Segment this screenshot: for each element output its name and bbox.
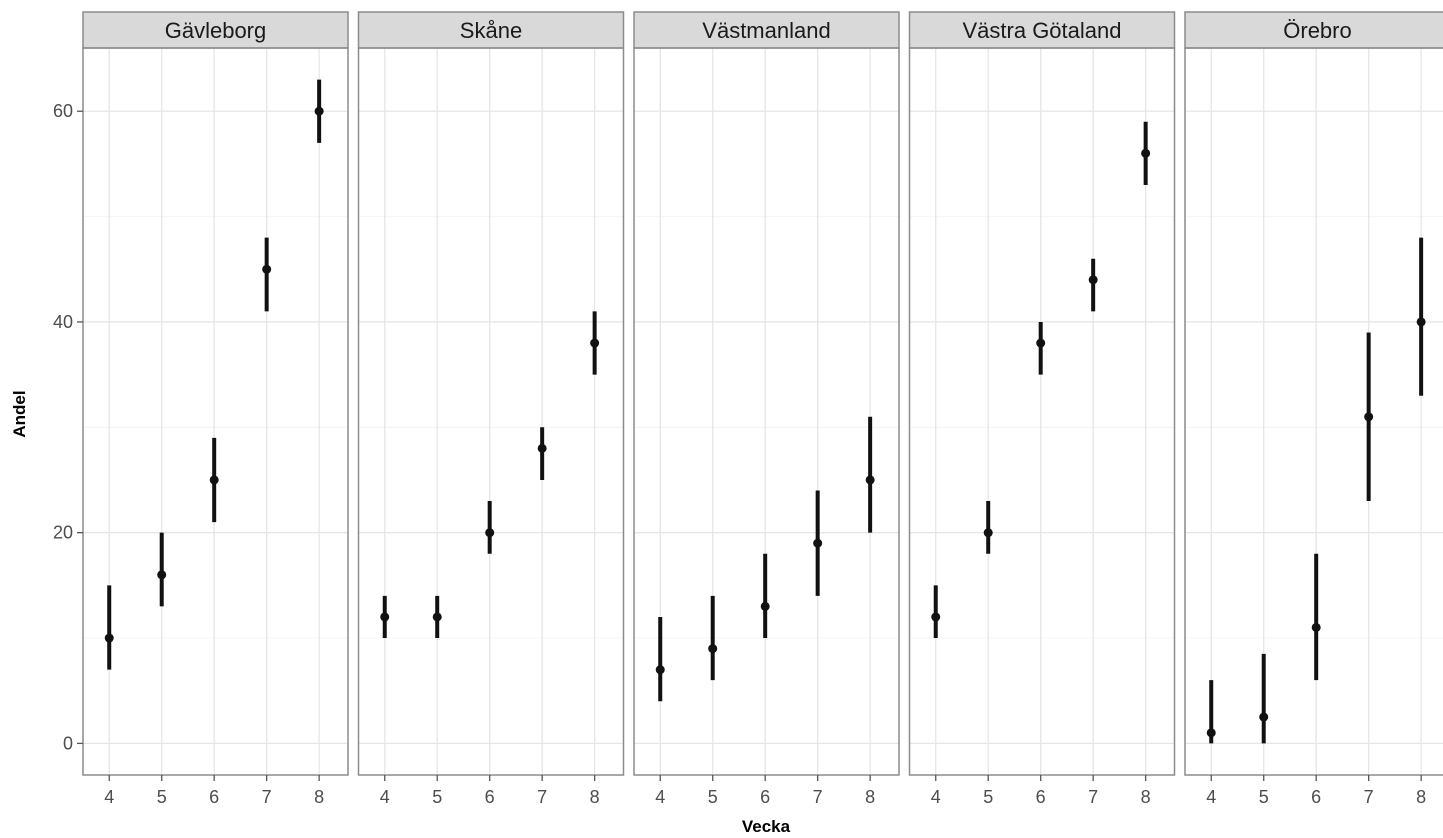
panel-border: [633, 47, 900, 776]
facet-1: Skåne 4 5 6 7 8: [357, 11, 625, 807]
data-point: [865, 475, 875, 485]
panel-border: [357, 47, 625, 776]
x-tick-label: 4: [655, 787, 665, 807]
data-point: [813, 538, 823, 548]
panel-background: [1185, 48, 1443, 775]
facet-label: Skåne: [460, 18, 522, 43]
facet-2: Västmanland 4 5 6 7 8: [633, 11, 900, 807]
data-point: [1416, 317, 1426, 327]
facet-label: Västra Götaland: [963, 18, 1122, 43]
data-point: [760, 601, 770, 611]
facet-strip: [357, 11, 625, 49]
y-tick-label: 0: [63, 733, 73, 753]
facet-strip: [1184, 11, 1443, 49]
data-point: [380, 612, 390, 622]
data-point: [432, 612, 442, 622]
data-point: [931, 612, 941, 622]
data-point: [1141, 148, 1151, 158]
facet-panels: Gävleborg 4 5 6 7 8 Skåne 4 5 6 7 8 Västmanland 4 5 6 7 8…: [82, 11, 1443, 807]
x-tick-label: 8: [1141, 787, 1151, 807]
data-point: [262, 264, 272, 274]
facet-strip: [633, 11, 900, 49]
x-tick-label: 5: [1259, 787, 1269, 807]
data-point: [708, 644, 718, 654]
data-point: [157, 570, 167, 580]
data-point: [1036, 338, 1046, 348]
x-tick-label: 8: [865, 787, 875, 807]
data-point: [1311, 622, 1321, 632]
data-point: [104, 633, 114, 643]
x-tick-label: 6: [485, 787, 495, 807]
facet-strip: [82, 11, 349, 49]
x-tick-label: 5: [157, 787, 167, 807]
facet-label: Gävleborg: [165, 18, 267, 43]
x-tick-label: 4: [104, 787, 114, 807]
y-axis-title: Andel: [10, 390, 29, 437]
x-tick-label: 6: [1311, 787, 1321, 807]
data-point: [983, 528, 993, 538]
data-point: [537, 443, 547, 453]
facet-label: Örebro: [1283, 18, 1351, 43]
x-tick-label: 6: [760, 787, 770, 807]
data-point: [209, 475, 219, 485]
x-tick-label: 6: [209, 787, 219, 807]
y-tick-label: 60: [53, 101, 73, 121]
x-tick-label: 7: [1088, 787, 1098, 807]
x-tick-label: 5: [983, 787, 993, 807]
panel-background: [83, 48, 348, 775]
data-point: [1364, 412, 1374, 422]
x-axis-title: Vecka: [742, 817, 791, 836]
x-tick-label: 4: [1206, 787, 1216, 807]
panel-border: [82, 47, 349, 776]
x-tick-label: 7: [537, 787, 547, 807]
x-tick-label: 7: [813, 787, 823, 807]
x-tick-label: 7: [1364, 787, 1374, 807]
x-tick-label: 5: [708, 787, 718, 807]
x-tick-label: 4: [931, 787, 941, 807]
facet-label: Västmanland: [702, 18, 830, 43]
facet-4: Örebro 4 5 6 7 8: [1184, 11, 1443, 807]
x-tick-label: 5: [432, 787, 442, 807]
panel-background: [909, 48, 1175, 775]
x-tick-label: 8: [314, 787, 324, 807]
x-tick-label: 7: [262, 787, 272, 807]
x-tick-label: 6: [1036, 787, 1046, 807]
panel-border: [1184, 47, 1443, 776]
x-tick-label: 4: [380, 787, 390, 807]
facet-strip: [908, 11, 1176, 49]
y-axis: 0 20 40 60: [53, 101, 83, 753]
data-point: [1088, 275, 1098, 285]
panel-background: [358, 48, 624, 775]
data-point: [1206, 728, 1216, 738]
data-point: [1259, 712, 1269, 722]
data-point: [485, 528, 495, 538]
facet-0: Gävleborg 4 5 6 7 8: [82, 11, 349, 807]
x-tick-label: 8: [1416, 787, 1426, 807]
data-point: [590, 338, 600, 348]
y-tick-label: 20: [53, 523, 73, 543]
facet-3: Västra Götaland 4 5 6 7 8: [908, 11, 1176, 807]
x-tick-label: 8: [590, 787, 600, 807]
data-point: [314, 106, 324, 116]
panel-background: [634, 48, 899, 775]
y-tick-label: 40: [53, 312, 73, 332]
data-point: [655, 665, 665, 675]
panel-border: [908, 47, 1176, 776]
